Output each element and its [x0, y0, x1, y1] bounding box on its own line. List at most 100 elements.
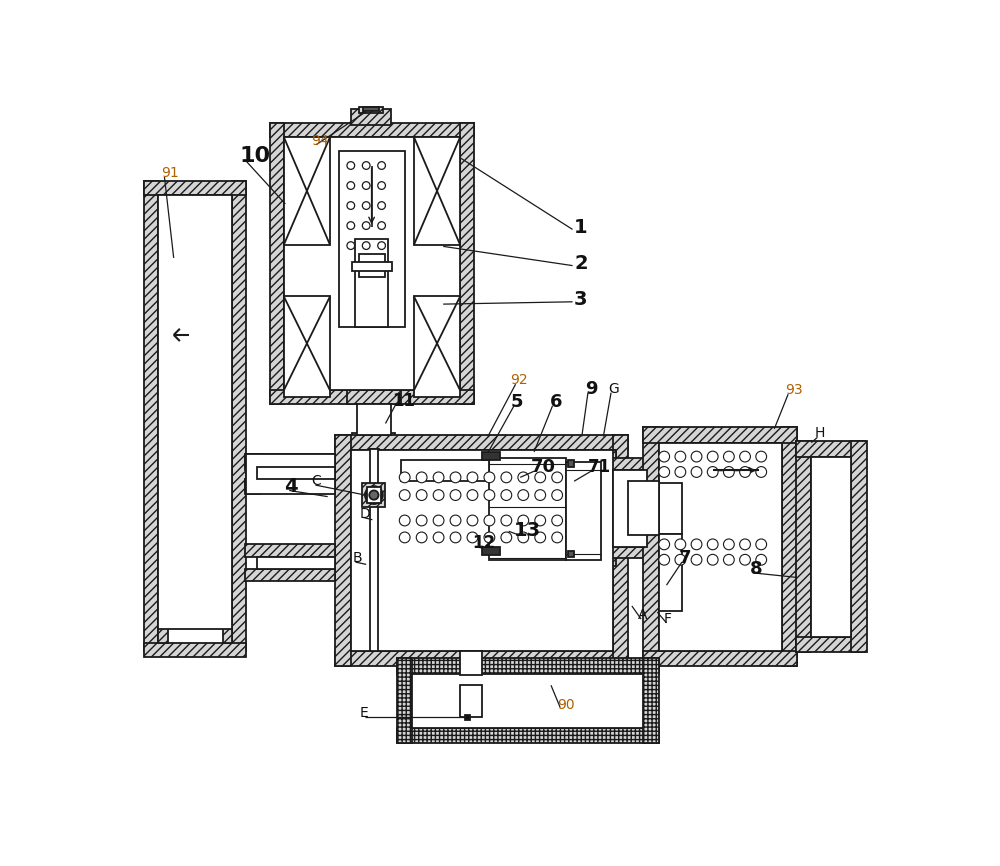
Circle shape: [756, 539, 767, 550]
Text: 92: 92: [510, 373, 528, 387]
Circle shape: [659, 467, 670, 477]
Bar: [365, 585, 383, 593]
Circle shape: [501, 515, 512, 526]
Bar: [412, 674, 643, 727]
Bar: [347, 391, 401, 404]
Text: 1: 1: [574, 217, 588, 236]
Circle shape: [399, 489, 410, 501]
Circle shape: [362, 202, 370, 210]
Bar: [449, 717, 492, 727]
Circle shape: [518, 532, 529, 543]
Circle shape: [535, 532, 546, 543]
Circle shape: [675, 467, 686, 477]
Bar: [351, 109, 391, 125]
Bar: [144, 181, 246, 195]
Circle shape: [659, 554, 670, 565]
Bar: [330, 327, 414, 341]
Circle shape: [369, 490, 379, 500]
Circle shape: [501, 489, 512, 501]
Bar: [568, 552, 574, 558]
Circle shape: [362, 182, 370, 190]
Bar: [245, 569, 335, 581]
Bar: [482, 547, 500, 555]
Circle shape: [723, 467, 734, 477]
Circle shape: [756, 467, 767, 477]
Bar: [335, 435, 351, 666]
Bar: [330, 137, 414, 151]
Bar: [245, 479, 260, 494]
Circle shape: [707, 467, 718, 477]
Text: F: F: [663, 612, 671, 626]
Circle shape: [467, 489, 478, 501]
Circle shape: [450, 515, 461, 526]
Text: 91: 91: [161, 166, 179, 180]
Circle shape: [362, 222, 370, 229]
Bar: [628, 481, 659, 535]
Text: 5: 5: [510, 393, 523, 410]
Circle shape: [518, 489, 529, 501]
Circle shape: [552, 515, 563, 526]
Text: 7: 7: [679, 549, 691, 567]
Bar: [782, 427, 797, 666]
Bar: [613, 469, 647, 546]
Bar: [460, 650, 482, 675]
Bar: [284, 137, 460, 391]
Circle shape: [691, 554, 702, 565]
Circle shape: [691, 539, 702, 550]
Bar: [397, 658, 412, 743]
Text: 3: 3: [574, 290, 588, 309]
Circle shape: [399, 515, 410, 526]
Circle shape: [484, 532, 495, 543]
Bar: [811, 456, 851, 637]
Circle shape: [416, 532, 427, 543]
Bar: [270, 391, 474, 404]
Circle shape: [362, 162, 370, 170]
Circle shape: [365, 487, 382, 503]
Bar: [270, 123, 284, 404]
Bar: [223, 195, 232, 643]
Circle shape: [484, 489, 495, 501]
Circle shape: [347, 222, 355, 229]
Bar: [246, 455, 335, 494]
Bar: [367, 488, 381, 503]
Circle shape: [378, 162, 385, 170]
Bar: [370, 504, 378, 650]
Circle shape: [707, 539, 718, 550]
Circle shape: [433, 515, 444, 526]
Bar: [158, 296, 232, 307]
Bar: [257, 467, 335, 479]
Bar: [245, 545, 335, 557]
Text: A: A: [638, 608, 648, 622]
Bar: [284, 296, 330, 397]
Bar: [362, 482, 385, 507]
Circle shape: [347, 242, 355, 249]
Bar: [601, 458, 647, 469]
Circle shape: [433, 472, 444, 482]
Circle shape: [659, 539, 670, 550]
Circle shape: [450, 472, 461, 482]
Bar: [643, 427, 797, 443]
Bar: [796, 637, 865, 652]
Bar: [796, 441, 865, 456]
Circle shape: [467, 532, 478, 543]
Circle shape: [416, 515, 427, 526]
Text: H: H: [814, 426, 825, 441]
Circle shape: [501, 532, 512, 543]
Circle shape: [691, 467, 702, 477]
Bar: [385, 450, 616, 466]
Circle shape: [450, 489, 461, 501]
Circle shape: [399, 472, 410, 482]
Bar: [643, 658, 659, 743]
Circle shape: [723, 451, 734, 462]
Text: 71: 71: [588, 458, 611, 476]
Bar: [357, 404, 391, 435]
Circle shape: [467, 472, 478, 482]
Bar: [659, 443, 782, 650]
Circle shape: [467, 515, 478, 526]
Bar: [414, 137, 460, 245]
Bar: [460, 123, 474, 404]
Text: E: E: [360, 706, 369, 720]
Bar: [482, 452, 500, 460]
Bar: [257, 557, 335, 569]
Circle shape: [378, 202, 385, 210]
